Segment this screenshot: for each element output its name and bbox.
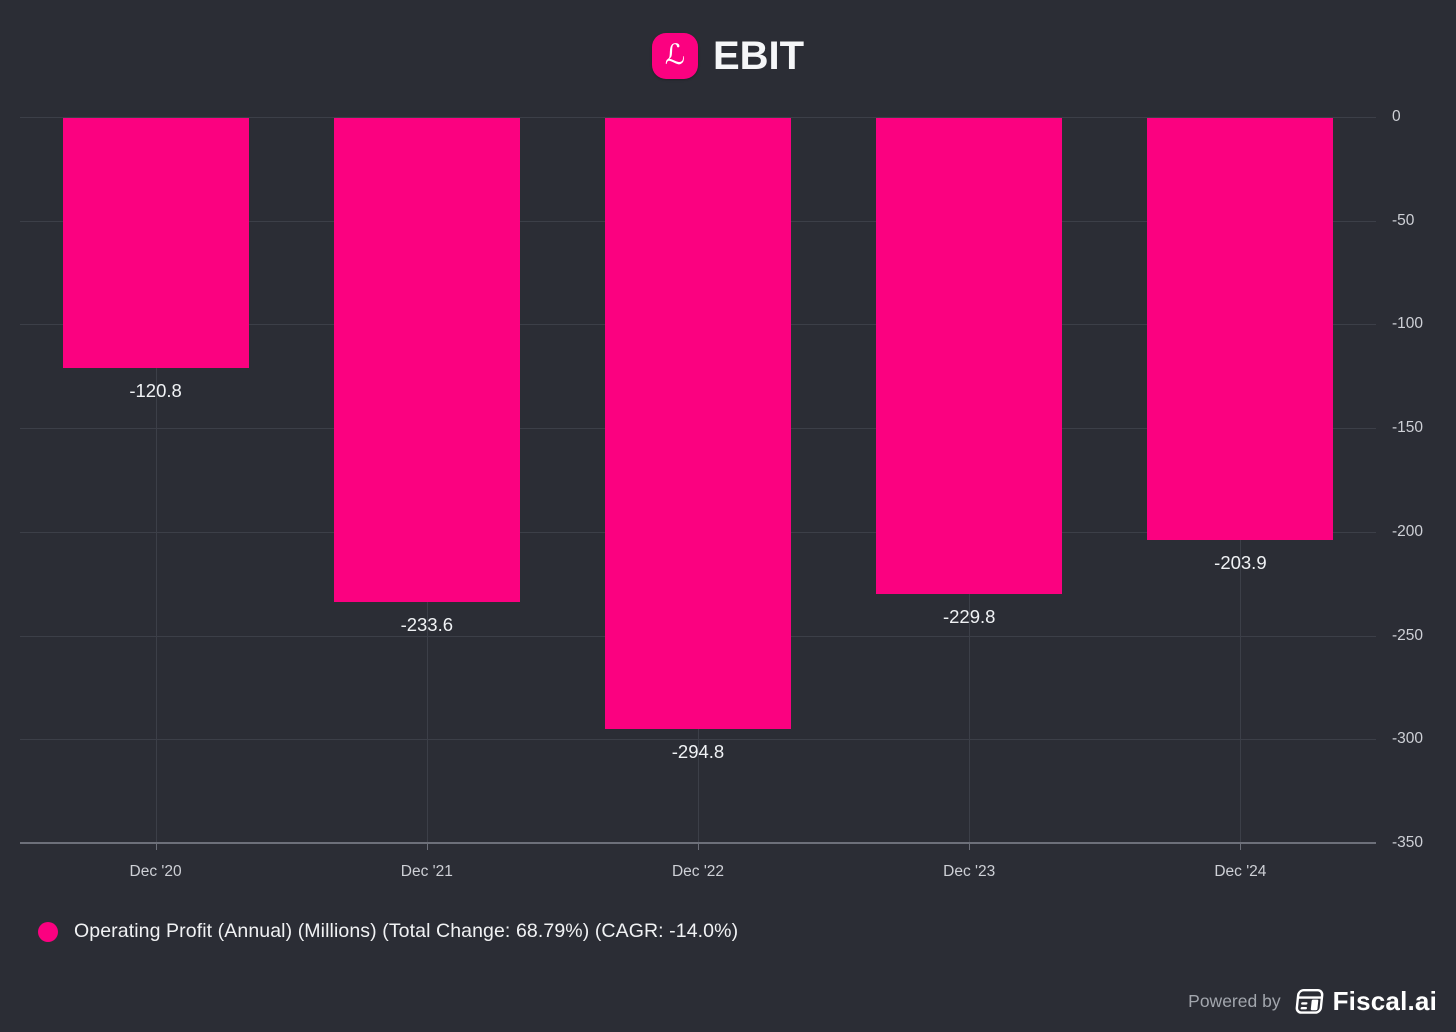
footer: Powered by Fiscal.ai	[1188, 986, 1437, 1017]
y-axis-tick-label: -250	[1392, 626, 1424, 644]
horizontal-gridline	[20, 117, 1376, 118]
bar	[876, 118, 1063, 594]
legend-dot	[38, 921, 58, 942]
bar	[333, 118, 520, 602]
powered-by-text: Powered by	[1188, 991, 1281, 1011]
x-axis-tick	[426, 843, 428, 850]
y-axis-tick-label: -350	[1392, 834, 1424, 851]
fiscal-ai-logo-icon	[1295, 989, 1323, 1014]
bar-value-label: -229.8	[942, 605, 996, 627]
script-l-icon: ℒ	[664, 38, 686, 71]
x-axis-line	[20, 842, 1376, 844]
brand-name: Fiscal.ai	[1332, 986, 1437, 1016]
x-axis-tick-label: Dec '20	[129, 863, 182, 880]
x-axis-tick-label: Dec '22	[671, 863, 725, 880]
y-axis-tick-label: -100	[1392, 315, 1424, 333]
x-axis-tick-label: Dec '24	[1214, 863, 1267, 880]
y-axis-tick-label: -50	[1392, 211, 1415, 229]
horizontal-gridline	[20, 739, 1376, 741]
x-axis-tick	[698, 843, 699, 850]
x-axis-tick	[155, 843, 157, 850]
bar-value-label: -120.8	[129, 379, 182, 401]
bar	[1147, 118, 1334, 540]
bar-value-label: -294.8	[671, 740, 725, 762]
chart-title: EBIT	[712, 33, 805, 78]
x-axis-tick	[969, 843, 971, 850]
y-axis-tick-label: 0	[1392, 108, 1401, 125]
bar-value-label: -233.6	[400, 613, 454, 635]
legend-label: Operating Profit (Annual) (Millions) (To…	[74, 920, 739, 942]
chart-header: ℒ EBIT	[0, 33, 1456, 79]
bar	[62, 118, 249, 368]
vertical-gridline	[155, 117, 157, 843]
bar-value-label: -203.9	[1214, 551, 1267, 573]
x-axis-tick	[1240, 843, 1242, 850]
bar	[605, 118, 791, 729]
x-axis-tick-label: Dec '21	[400, 863, 453, 880]
y-axis-tick-label: -150	[1392, 419, 1424, 437]
y-axis-tick-label: -300	[1392, 730, 1424, 748]
company-logo: ℒ	[651, 33, 698, 79]
y-axis-tick-label: -200	[1392, 522, 1424, 540]
plot-area: -120.8 Dec '20 -233.6 Dec '21 -294.8 Dec '22 -…	[20, 117, 1376, 880]
legend: Operating Profit (Annual) (Millions) (To…	[38, 920, 738, 943]
x-axis-tick-label: Dec '23	[943, 863, 996, 880]
